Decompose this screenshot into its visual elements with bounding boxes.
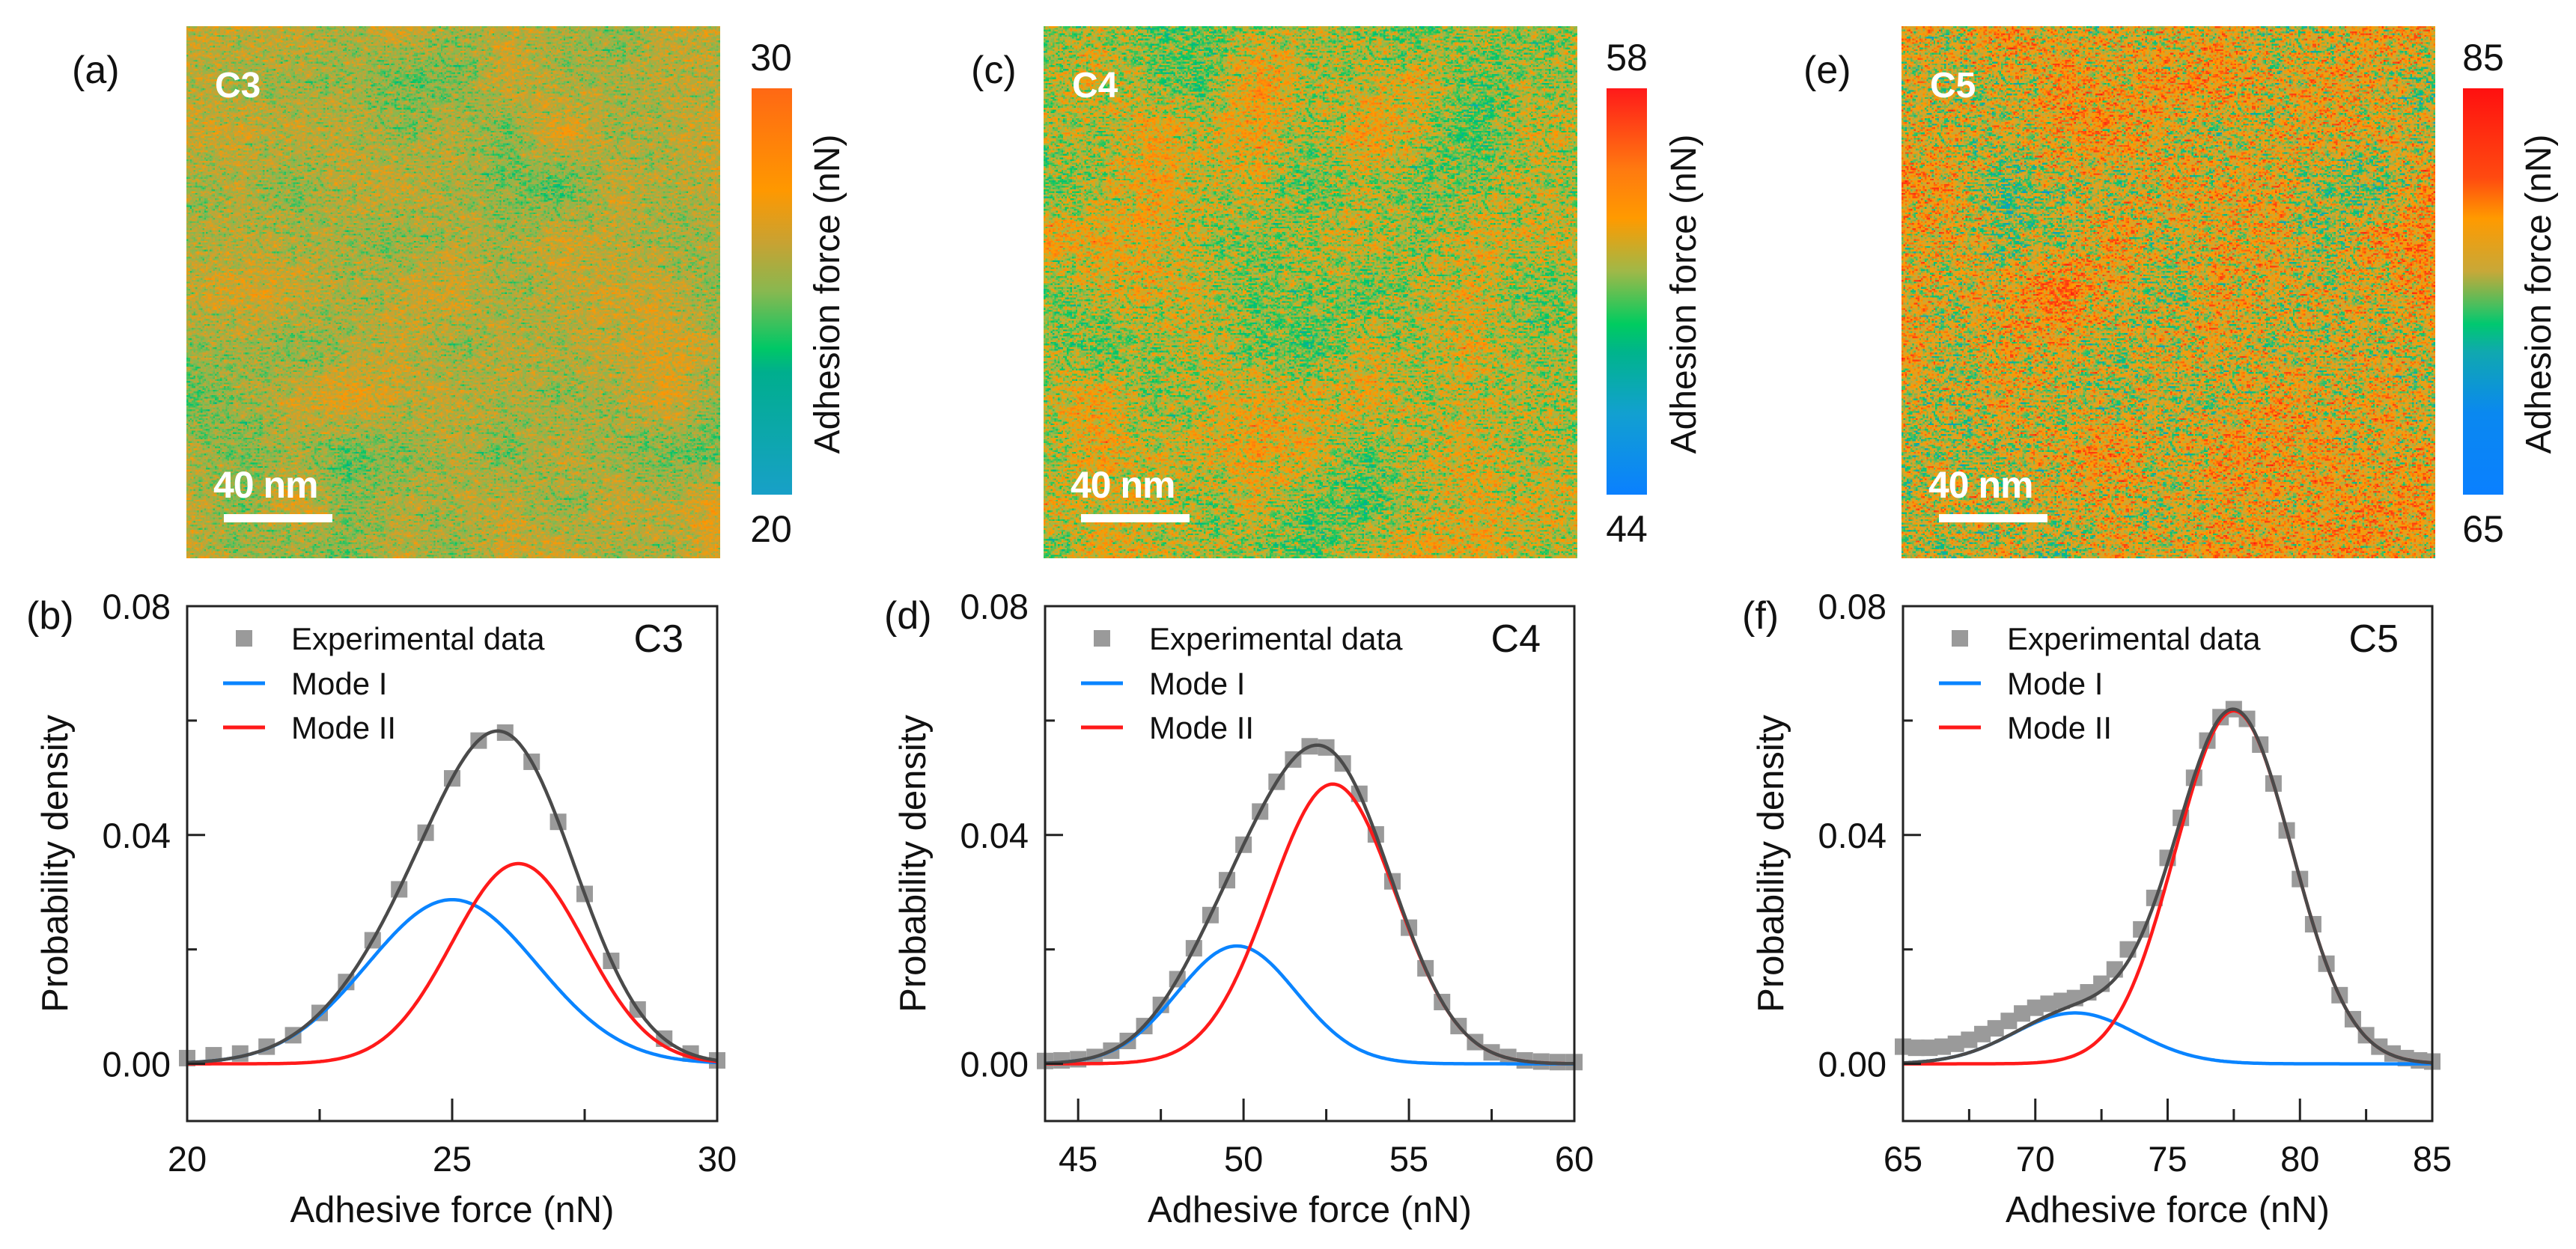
- adhesion-map-image: [1044, 26, 1577, 558]
- colorbar-c3: [752, 88, 792, 495]
- histogram-panel-c4: 45 50 55 60 0.00 0.04 0.08 Adhesive force (nN) P…: [884, 587, 1594, 1230]
- experimental-data-point: [2053, 992, 2071, 1010]
- experimental-data-point: [1921, 1039, 1938, 1057]
- adhesion-map-c4: C4 40 nm: [1044, 26, 1577, 558]
- experimental-data-point: [1961, 1031, 1978, 1048]
- y-tick-label: 0.04: [1818, 816, 1887, 855]
- y-axis-title: Probability density: [893, 715, 934, 1013]
- histogram-panel-c3: 20 25 30 0.00 0.04 0.08 Adhesive force (nN) Pro…: [26, 587, 737, 1230]
- legend-label: Mode II: [291, 710, 396, 745]
- y-tick-label: 0.00: [103, 1045, 171, 1084]
- experimental-data-point: [2014, 1005, 2031, 1022]
- panel-label: (b): [26, 594, 74, 638]
- experimental-data-point: [1974, 1025, 1991, 1042]
- x-tick-label: 60: [1555, 1139, 1594, 1179]
- legend-square-marker: [1952, 630, 1968, 647]
- panel-label-a: (a): [72, 49, 120, 92]
- scale-bar: [224, 514, 332, 522]
- sample-label: C5: [2349, 617, 2399, 661]
- panel-label-e: (e): [1803, 49, 1851, 92]
- cumulative-fit-curve: [1044, 743, 1574, 1066]
- panel-label-c: (c): [971, 49, 1017, 92]
- scale-bar-label: 40 nm: [213, 464, 319, 506]
- panel-label: (d): [884, 594, 932, 638]
- y-tick-label: 0.08: [103, 587, 171, 626]
- adhesion-map-c3: C3 40 nm: [186, 26, 720, 558]
- adhesion-map-image: [1901, 26, 2435, 558]
- mode-ii-curve: [1903, 709, 2433, 1066]
- colorbar-c5: [2463, 88, 2503, 495]
- colorbar-max-label: 85: [2462, 37, 2504, 79]
- colorbar-max-label: 30: [750, 37, 792, 79]
- adhesion-map-image: [186, 26, 720, 558]
- cumulative-fit-curve: [1902, 707, 2433, 1065]
- x-axis-title: Adhesive force (nN): [2006, 1190, 2330, 1230]
- legend-label: Experimental data: [291, 621, 545, 656]
- scale-bar-label: 40 nm: [1071, 464, 1176, 506]
- y-tick-label: 0.00: [960, 1045, 1029, 1084]
- x-axis-title: Adhesive force (nN): [1148, 1190, 1472, 1230]
- mode-i-curve: [186, 897, 718, 1065]
- experimental-data-point: [1934, 1038, 1952, 1055]
- y-tick-label: 0.04: [103, 816, 171, 855]
- mode-ii-curve: [187, 861, 718, 1066]
- experimental-data-point: [2000, 1013, 2018, 1030]
- histogram-panel-c5: 65 70 75 80 85 0.00 0.04 0.08 Adhesive force (nN…: [1742, 587, 2452, 1230]
- experimental-data-point: [1987, 1020, 2004, 1037]
- legend-label: Mode II: [1149, 710, 1254, 745]
- x-tick-label: 20: [168, 1139, 207, 1179]
- experimental-data-point: [2027, 999, 2044, 1016]
- experimental-data-point: [1947, 1035, 1964, 1052]
- x-tick-label: 45: [1059, 1139, 1097, 1179]
- y-tick-label: 0.08: [960, 587, 1029, 626]
- sample-label: C3: [634, 617, 683, 661]
- legend-label: Experimental data: [1149, 621, 1403, 656]
- x-tick-label: 70: [2016, 1139, 2055, 1179]
- legend-label: Mode II: [2007, 710, 2112, 745]
- legend-label: Mode I: [1149, 666, 1245, 701]
- plot-frame: [1044, 605, 1576, 1123]
- x-tick-label: 30: [698, 1139, 737, 1179]
- x-tick-label: 50: [1224, 1139, 1263, 1179]
- y-tick-label: 0.08: [1818, 587, 1887, 626]
- map-sample-label: C4: [1072, 66, 1118, 106]
- y-axis-title: Probability density: [35, 715, 76, 1013]
- y-axis-title: Probability density: [1751, 715, 1791, 1013]
- experimental-data-point: [2040, 995, 2057, 1013]
- legend-label: Mode I: [2007, 666, 2103, 701]
- x-tick-label: 75: [2148, 1139, 2187, 1179]
- x-tick-label: 25: [433, 1139, 472, 1179]
- sample-label: C4: [1491, 617, 1541, 661]
- colorbar-c4: [1607, 88, 1647, 495]
- x-tick-label: 85: [2413, 1139, 2452, 1179]
- legend-label: Mode I: [291, 666, 387, 701]
- panel-label: (f): [1742, 594, 1779, 638]
- x-tick-label: 65: [1884, 1139, 1922, 1179]
- map-sample-label: C5: [1930, 66, 1976, 106]
- colorbar-min-label: 65: [2462, 508, 2504, 550]
- x-tick-label: 55: [1389, 1139, 1428, 1179]
- y-tick-label: 0.04: [960, 816, 1029, 855]
- x-axis-title: Adhesive force (nN): [290, 1190, 614, 1230]
- colorbar-min-label: 44: [1606, 508, 1648, 550]
- legend-label: Experimental data: [2007, 621, 2261, 656]
- y-tick-label: 0.00: [1818, 1045, 1887, 1084]
- mode-ii-curve: [1045, 782, 1574, 1066]
- scale-bar: [1081, 514, 1190, 522]
- legend-square-marker: [1094, 630, 1110, 647]
- colorbar-min-label: 20: [750, 508, 792, 550]
- adhesion-map-c5: C5 40 nm: [1901, 26, 2435, 558]
- experimental-data-point: [1907, 1039, 1925, 1057]
- cumulative-fit-curve: [186, 729, 718, 1065]
- scale-bar-label: 40 nm: [1928, 464, 2034, 506]
- colorbar-max-label: 58: [1606, 37, 1648, 79]
- scale-bar: [1939, 514, 2047, 522]
- x-tick-label: 80: [2280, 1139, 2319, 1179]
- legend-square-marker: [236, 630, 252, 647]
- map-sample-label: C3: [215, 66, 261, 106]
